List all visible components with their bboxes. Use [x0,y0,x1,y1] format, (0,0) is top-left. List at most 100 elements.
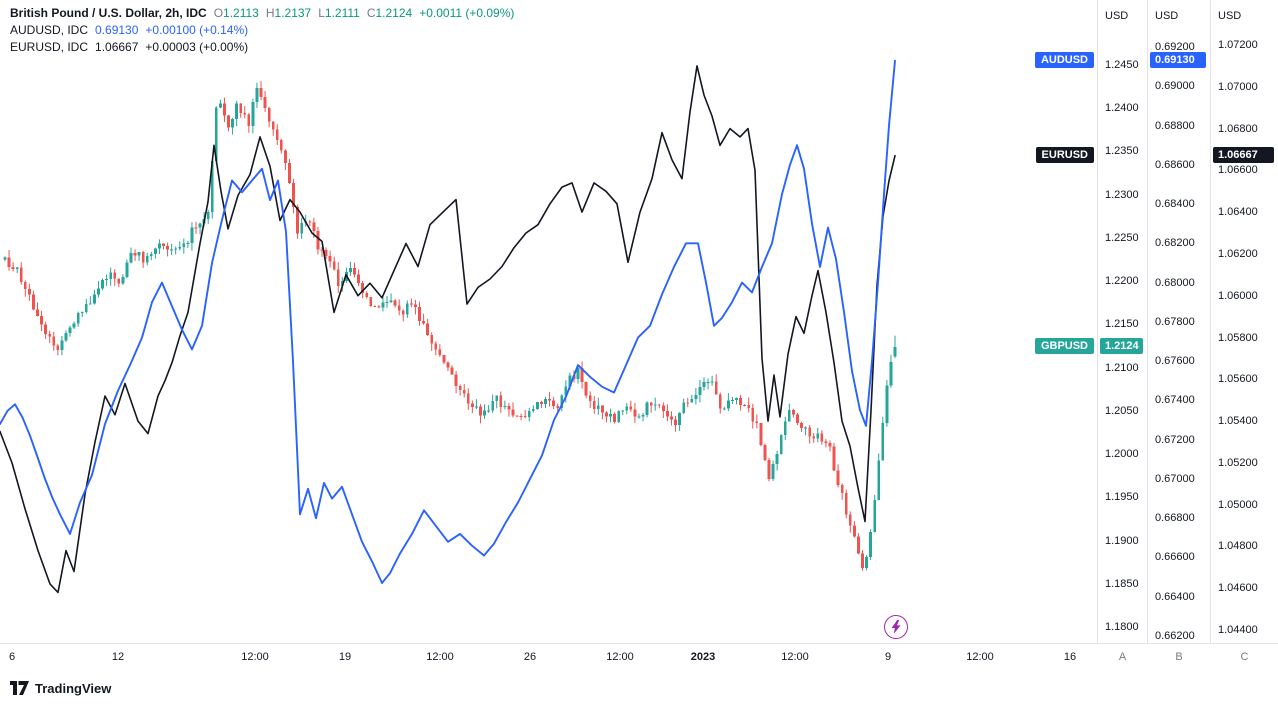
eur-last-value: 1.06667 [95,40,139,54]
price-tick: 1.05600 [1218,373,1258,386]
ohlc-low: L1.2111 [318,6,360,20]
axis-scale-button-c[interactable]: C [1240,651,1249,663]
axis-currency-label[interactable]: USD [1105,10,1129,22]
time-tick: 12:00 [241,651,269,663]
time-tick: 19 [338,651,352,663]
time-tick: 6 [8,651,16,663]
audusd-line [0,59,896,584]
price-tick: 1.2250 [1105,231,1139,244]
price-tick: 0.68200 [1155,237,1195,250]
lightning-icon [891,620,901,634]
price-tick: 1.06400 [1218,206,1258,219]
aud-last-value: 0.69130 [95,23,139,37]
price-tick: 1.06000 [1218,289,1258,302]
time-tick: 2023 [690,651,716,663]
price-tick: 0.68600 [1155,158,1195,171]
time-tick: 12:00 [426,651,454,663]
legend-eur-row: EURUSD, IDC 1.06667 +0.00003 (+0.00%) [10,39,514,56]
price-tick: 1.2050 [1105,404,1139,417]
price-tick: 1.04400 [1218,624,1258,636]
price-axis-gbpusd[interactable]: USD 1.2450 1.2400 1.2350 1.2300 1.2250 1.2200… [1098,0,1147,643]
aud-change-value: +0.00100 (+0.14%) [145,23,249,37]
series-label-badge-eurusd: EURUSD [1035,147,1094,164]
price-tick: 0.69000 [1155,80,1195,93]
tradingview-logo-icon[interactable] [10,681,29,695]
gbpusd-candle-bodies [3,87,897,569]
legend-aud-row: AUDUSD, IDC 0.69130 +0.00100 (+0.14%) [10,22,514,39]
tradingview-wordmark[interactable]: TradingView [35,680,112,696]
price-tick: 0.66200 [1155,630,1195,642]
time-axis-separator [0,643,1278,644]
series-label-badge-gbpusd: GBPUSD [1034,337,1094,354]
price-tick: 0.66600 [1155,551,1195,564]
price-tick: 1.07200 [1218,39,1258,51]
symbol-title[interactable]: British Pound / U.S. Dollar, 2h, IDC [10,6,207,20]
price-tick: 1.05200 [1218,456,1258,469]
price-tick: 1.06200 [1218,247,1258,260]
chart-canvas[interactable] [0,0,1097,643]
price-tick: 0.67200 [1155,433,1195,446]
price-tick: 1.1850 [1105,577,1139,590]
price-tick: 0.68000 [1155,276,1195,289]
series-label-badge-audusd: AUDUSD [1034,51,1094,68]
time-axis[interactable]: 6 12 12:00 19 12:00 26 12:00 2023 12:00 9 12:00 16 A… [0,644,1278,670]
legend-main-row: British Pound / U.S. Dollar, 2h, IDC O1.… [10,5,514,22]
price-tick: 1.2350 [1105,145,1139,158]
axis-separator [1210,0,1211,670]
price-axis-eurusd[interactable]: USD 1.07200 1.07000 1.06800 1.06600 1.06400 1… [1211,0,1278,643]
price-axis-audusd[interactable]: USD 0.69200 0.69000 0.68800 0.68600 0.68400 0… [1148,0,1210,643]
footer: TradingView [10,676,111,700]
time-tick: 9 [884,651,892,663]
time-tick: 12 [111,651,125,663]
axis-scale-button-b[interactable]: B [1175,651,1183,663]
price-tick: 1.2400 [1105,102,1139,115]
axis-scale-button-a[interactable]: A [1118,651,1127,663]
price-tick: 0.67600 [1155,355,1195,368]
price-tick: 1.06800 [1218,122,1258,135]
time-tick: 12:00 [966,651,994,663]
change-value: +0.0011 (+0.09%) [419,6,515,20]
price-tick: 1.05000 [1218,498,1258,511]
price-tick: 1.1950 [1105,491,1139,504]
price-tick: 1.06600 [1218,164,1258,177]
price-tick: 1.05400 [1218,415,1258,428]
price-tick: 1.04600 [1218,582,1258,595]
legend: British Pound / U.S. Dollar, 2h, IDC O1.… [10,5,514,56]
price-tick: 0.67800 [1155,315,1195,328]
axis-separator [1097,0,1098,670]
time-tick: 26 [523,651,537,663]
ohlc-high: H1.2137 [265,6,312,20]
price-tick: 1.2450 [1105,59,1139,71]
time-tick: 16 [1063,651,1077,663]
price-tick: 1.2150 [1105,318,1139,331]
axis-separator [1147,0,1148,670]
price-tick: 1.07000 [1218,80,1258,93]
price-tick: 0.68400 [1155,198,1195,211]
eur-change-value: +0.00003 (+0.00%) [145,40,249,54]
price-tick: 1.04800 [1218,540,1258,553]
quick-trade-button[interactable] [884,615,908,639]
price-tick: 1.2300 [1105,188,1139,201]
price-tick: 0.66800 [1155,512,1195,525]
price-tick: 1.1800 [1105,621,1139,633]
axis-currency-label[interactable]: USD [1155,10,1179,22]
price-tick: 0.67000 [1155,472,1195,485]
last-price-badge-gbpusd: 1.2124 [1100,337,1143,354]
price-tick: 0.67400 [1155,394,1195,407]
eur-series-title[interactable]: EURUSD, IDC [10,40,89,54]
price-tick: 1.1900 [1105,534,1139,547]
ohlc-close: C1.2124 [366,6,413,20]
aud-series-title[interactable]: AUDUSD, IDC [10,23,89,37]
chart-pane[interactable]: British Pound / U.S. Dollar, 2h, IDC O1.… [0,0,1097,643]
price-tick: 1.2200 [1105,275,1139,288]
time-tick: 12:00 [606,651,634,663]
axis-currency-label[interactable]: USD [1218,10,1242,22]
price-tick: 1.2100 [1105,361,1139,374]
price-tick: 0.69200 [1155,41,1195,53]
price-tick: 0.68800 [1155,119,1195,132]
ohlc-open: O1.2113 [213,6,259,20]
last-price-badge-audusd: 0.69130 [1150,51,1206,68]
eurusd-line [0,65,896,594]
price-tick: 1.05800 [1218,331,1258,344]
